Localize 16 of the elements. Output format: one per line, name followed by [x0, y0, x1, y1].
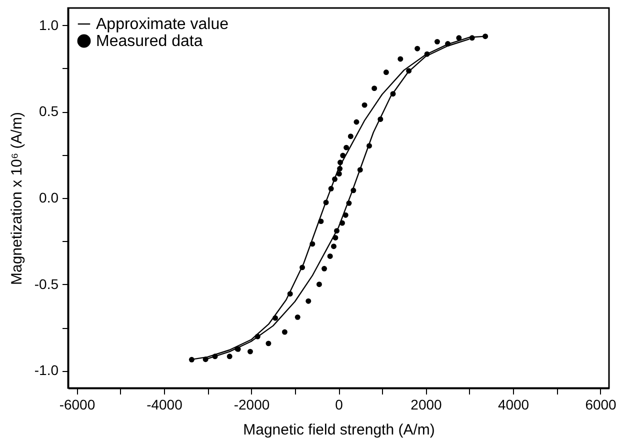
x-tick-label: 4000: [498, 396, 530, 412]
y-tick-label: -0.5: [34, 276, 59, 292]
y-tick-label: 0.0: [39, 190, 59, 206]
legend-label: Approximate value: [96, 16, 229, 33]
y-axis-title: Magnetization x 10⁶ (A/m): [8, 112, 26, 285]
y-tick-label: -1.0: [34, 362, 59, 378]
x-tick-label: -4000: [146, 396, 183, 412]
legend-label: Measured data: [96, 33, 203, 50]
x-tick-label: 6000: [585, 396, 617, 412]
x-tick-label: -6000: [59, 396, 96, 412]
y-tick-label: 1.0: [39, 16, 59, 33]
x-tick-label: 2000: [410, 396, 442, 412]
x-axis-title: Magnetic field strength (A/m): [243, 422, 435, 438]
x-tick-label: -2000: [234, 396, 270, 412]
x-tick-label: 0: [335, 396, 344, 412]
y-tick-label: 0.5: [39, 103, 59, 120]
